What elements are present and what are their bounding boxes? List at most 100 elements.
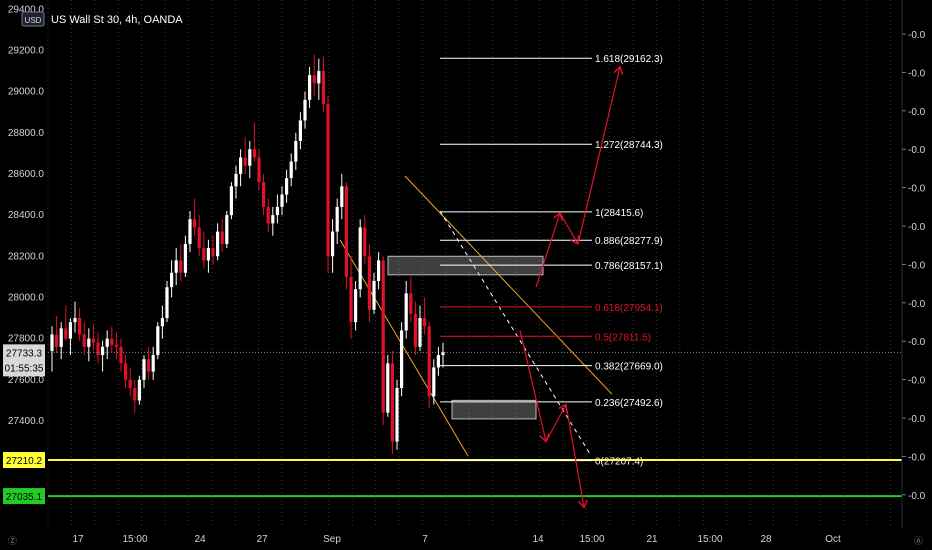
candle-body <box>55 334 59 347</box>
projection-arrow <box>519 330 546 441</box>
right-axis-label: -0.0 <box>908 414 926 425</box>
candle-body <box>308 75 312 100</box>
candle-body <box>225 215 229 244</box>
candle-body <box>59 328 63 347</box>
candle-body <box>239 157 243 174</box>
time-axis[interactable]: 17 15:00 24 27 Sep 7 14 15:00 21 15:00 28 Oct <box>72 534 841 545</box>
candle-body <box>280 194 284 207</box>
level-label: 27035.1 <box>6 492 43 503</box>
candle-body <box>354 289 358 323</box>
right-axis-label: -0.0 <box>908 145 926 156</box>
price-axis-left[interactable]: 29400.0 29200.0 29000.0 28800.0 28600.0 28400… <box>3 4 45 505</box>
candle-body <box>257 157 261 183</box>
candle-body <box>234 173 238 187</box>
candle-body <box>105 338 109 347</box>
candle-body <box>183 243 187 273</box>
current-price-label: 27733.3 <box>6 348 43 359</box>
level-badge <box>3 488 45 505</box>
candle-body <box>50 334 54 351</box>
candle-body <box>73 318 77 323</box>
candle-body <box>179 260 183 273</box>
candle-body <box>206 248 210 261</box>
candle-body <box>266 206 270 224</box>
candle-body <box>229 186 233 216</box>
right-axis-label: -0.0 <box>908 107 926 118</box>
candle-body <box>188 219 192 244</box>
candle-body <box>312 75 316 84</box>
fib-level-label: 0.886(28277.9) <box>595 236 663 247</box>
price-tick-label: 29200.0 <box>8 45 45 56</box>
candle-body <box>128 379 132 389</box>
candle-body <box>101 346 105 356</box>
candle-body <box>390 363 394 442</box>
candle-body <box>142 359 146 380</box>
candle-body <box>427 326 431 397</box>
price-tick-label: 29400.0 <box>8 4 45 15</box>
candle-body <box>381 260 385 413</box>
currency-badge[interactable]: USD <box>25 16 42 25</box>
projection-arrows <box>519 67 620 508</box>
price-tick-label: 27400.0 <box>8 416 45 427</box>
timezone-icon[interactable]: Ⓩ <box>8 536 17 546</box>
horizontal-levels <box>48 459 902 498</box>
fib-level-label: 0(27207.4) <box>595 457 643 468</box>
price-tick-label: 29000.0 <box>8 87 45 98</box>
candle-body <box>340 186 344 207</box>
candle-body <box>110 338 114 345</box>
time-tick-label: 14 <box>532 534 544 545</box>
channel-upper-line <box>404 175 613 395</box>
candle-body <box>372 280 376 310</box>
candle-body <box>64 328 68 339</box>
candle-body <box>96 342 100 356</box>
fib-level-label: 1(28415.6) <box>595 208 643 219</box>
right-axis-label: -0.0 <box>908 68 926 79</box>
right-axis-label: -0.0 <box>908 299 926 310</box>
candle-body <box>409 293 413 314</box>
candle-body <box>248 149 252 166</box>
candle-body <box>87 338 91 347</box>
price-tick-label: 28600.0 <box>8 169 45 180</box>
price-tick-label: 28200.0 <box>8 251 45 262</box>
level-label: 27210.2 <box>6 456 43 467</box>
price-tick-label: 28400.0 <box>8 210 45 221</box>
time-tick-label: Sep <box>323 534 341 545</box>
candle-body <box>423 318 427 327</box>
candle-body <box>413 313 417 347</box>
right-axis-label: -0.0 <box>908 491 926 502</box>
right-axis-label: -0.0 <box>908 260 926 271</box>
fib-level-label: 0.786(28157.1) <box>595 261 663 272</box>
projection-arrow <box>559 212 578 244</box>
projection-arrow <box>577 67 620 245</box>
candle-body <box>432 367 436 397</box>
level-badge <box>3 452 45 469</box>
fibonacci-levels: 1.618(29162.3) 1.272(28744.3) 1(28415.6) 0.… <box>440 54 663 468</box>
candle-body <box>252 149 256 158</box>
candle-body <box>418 318 422 347</box>
projection-arrow <box>535 213 560 288</box>
candle-body <box>170 272 174 288</box>
price-tick-label: 28000.0 <box>8 292 45 303</box>
candle-body <box>165 287 169 319</box>
candle-body <box>363 227 367 257</box>
candle-body <box>174 260 178 273</box>
candle-body <box>220 231 224 244</box>
time-tick-label: 15:00 <box>697 534 722 545</box>
auto-scale-icon[interactable]: Ⓐ <box>914 536 923 546</box>
currency-badge-box[interactable] <box>21 11 45 27</box>
fib-level-label: 0.5(27811.5) <box>595 332 651 343</box>
candle-body <box>441 352 445 356</box>
candles <box>50 54 445 454</box>
candle-body <box>114 344 118 347</box>
candle-body <box>243 157 247 166</box>
candle-body <box>211 248 215 257</box>
candle-body <box>289 161 293 179</box>
countdown-label: 01:55:35 <box>5 363 44 374</box>
candle-body <box>436 355 440 368</box>
candle-body <box>147 359 151 372</box>
candle-body <box>326 103 330 257</box>
candle-body <box>271 215 275 224</box>
candle-body <box>386 363 390 413</box>
time-tick-label: 15:00 <box>579 534 604 545</box>
price-tick-label: 27600.0 <box>8 375 45 386</box>
